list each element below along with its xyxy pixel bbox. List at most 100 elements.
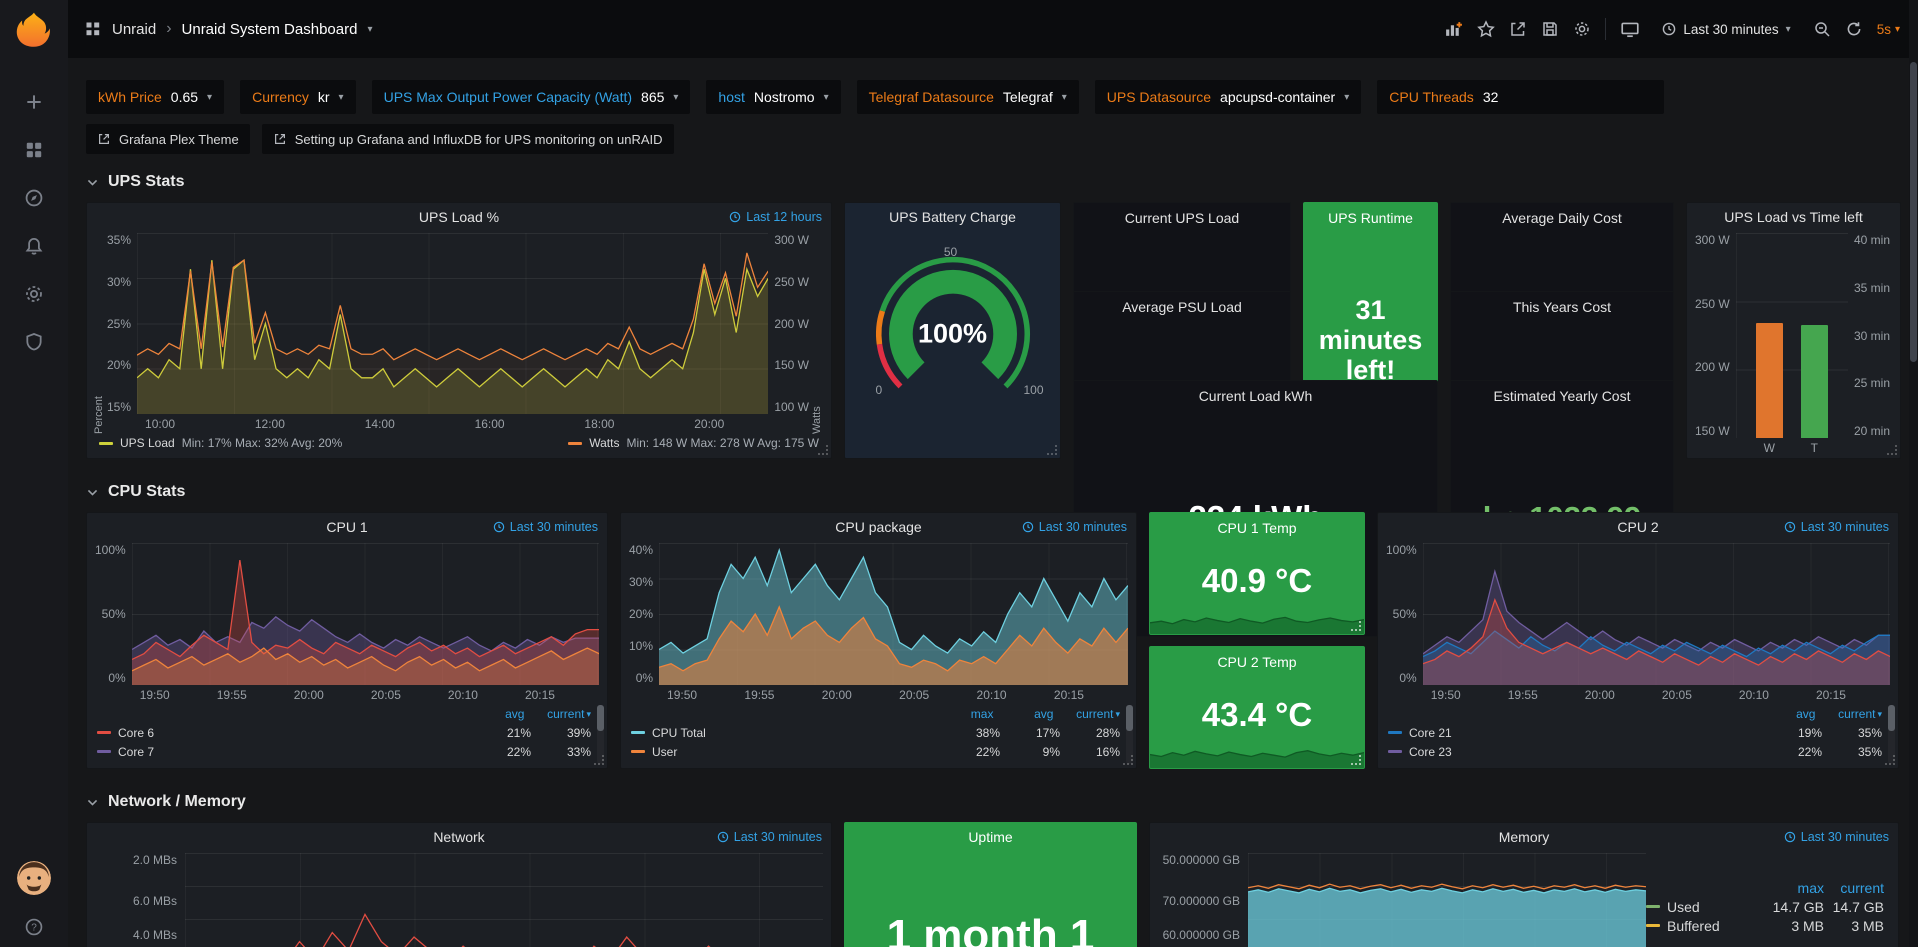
sidebar-configuration-button[interactable] (24, 284, 44, 304)
sidebar-alerting-button[interactable] (24, 236, 44, 256)
zoom-out-button[interactable] (1813, 20, 1831, 38)
template-variable[interactable]: host Nostromo ▾ (706, 80, 840, 114)
series-name[interactable]: Core 6 (97, 726, 471, 740)
refresh-interval-picker[interactable]: 5s ▾ (1877, 22, 1900, 37)
tv-mode-button[interactable] (1620, 19, 1640, 39)
legend-column-header[interactable]: max (1764, 880, 1824, 896)
cpu2-chart[interactable] (1423, 543, 1890, 685)
legend-column-header[interactable]: avg (993, 707, 1053, 721)
series-name[interactable]: Core 23 (1388, 745, 1762, 759)
template-variable[interactable]: UPS Max Output Power Capacity (Watt) 865… (372, 80, 691, 114)
dashboard-link-label: Setting up Grafana and InfluxDB for UPS … (295, 132, 663, 147)
apps-grid-icon[interactable] (84, 20, 102, 38)
row-header-ups-stats[interactable]: UPS Stats (86, 162, 1902, 202)
time-override-badge: Last 30 minutes (717, 830, 822, 844)
legend-column-header[interactable]: current (1824, 880, 1884, 896)
y-axis-tick: 40 min (1854, 233, 1890, 247)
series-name[interactable]: Core 21 (1388, 726, 1762, 740)
save-button[interactable] (1541, 20, 1559, 38)
memory-chart[interactable] (1248, 853, 1646, 947)
panel-title[interactable]: Average PSU Load (1074, 299, 1290, 315)
dashboard-link[interactable]: Grafana Plex Theme (86, 124, 250, 154)
legend-column-header[interactable]: current (1053, 707, 1113, 721)
panel-title[interactable]: Average Daily Cost (1451, 210, 1673, 226)
legend-column-header[interactable]: current (1815, 707, 1875, 721)
panel-title[interactable]: Current UPS Load (1074, 210, 1290, 226)
series-name[interactable]: User (631, 745, 940, 759)
panel-title[interactable]: Network (433, 829, 484, 845)
bar[interactable] (1756, 323, 1783, 438)
panel-title[interactable]: UPS Load vs Time left (1724, 209, 1863, 225)
refresh-button[interactable] (1845, 20, 1863, 38)
sidebar-admin-button[interactable] (24, 332, 44, 352)
panel-title[interactable]: UPS Battery Charge (889, 209, 1016, 225)
legend-column-header[interactable]: current (524, 707, 584, 721)
bar[interactable] (1801, 325, 1828, 438)
y-axis-tick: 300 W (774, 233, 809, 247)
network-chart[interactable] (185, 853, 823, 947)
panel-title[interactable]: CPU 1 (326, 519, 367, 535)
variable-value[interactable]: 0.65 (171, 89, 198, 105)
panel-title[interactable]: CPU 2 (1617, 519, 1658, 535)
top-navbar: Unraid › Unraid System Dashboard ▾ (68, 0, 1918, 58)
ups-stats-row: UPS Load % Last 12 hours Percent 35%30%2… (86, 202, 1902, 459)
legend-column-header[interactable]: avg (464, 707, 524, 721)
series-name[interactable]: Buffered (1646, 918, 1764, 934)
panel-title[interactable]: UPS Load % (419, 209, 499, 225)
dashboard-settings-button[interactable] (1573, 20, 1591, 38)
template-variable[interactable]: CPU Threads 32 (1377, 80, 1664, 114)
variable-value[interactable]: apcupsd-container (1220, 89, 1335, 105)
graph-legend-table: avgcurrent▾ Core 6 21% 39% (87, 705, 607, 768)
variable-value[interactable]: 865 (641, 89, 664, 105)
panel-title[interactable]: Estimated Yearly Cost (1451, 388, 1673, 404)
variable-value[interactable]: Telegraf (1003, 89, 1053, 105)
template-variable[interactable]: kWh Price 0.65 ▾ (86, 80, 224, 114)
ups-load-chart[interactable] (137, 233, 768, 414)
template-variable[interactable]: Telegraf Datasource Telegraf ▾ (857, 80, 1079, 114)
time-range-picker[interactable]: Last 30 minutes ▾ (1654, 16, 1798, 43)
panel-title[interactable]: This Years Cost (1451, 299, 1673, 315)
variable-value[interactable]: 32 (1483, 89, 1643, 105)
panel-title[interactable]: CPU package (835, 519, 921, 535)
sidebar-help-button[interactable]: ? (24, 917, 44, 937)
legend-scrollbar[interactable] (1888, 705, 1895, 764)
legend-item[interactable]: Watts Min: 148 W Max: 278 W Avg: 175 W (568, 436, 819, 450)
legend-scrollbar[interactable] (597, 705, 604, 764)
sidebar-create-button[interactable] (24, 92, 44, 112)
dashboard-title[interactable]: Unraid System Dashboard (182, 21, 358, 38)
scrollbar-thumb[interactable] (1910, 62, 1917, 362)
chevron-down-icon[interactable]: ▾ (367, 24, 372, 35)
star-button[interactable] (1477, 20, 1495, 38)
dashboard-link[interactable]: Setting up Grafana and InfluxDB for UPS … (262, 124, 674, 154)
series-name[interactable]: Used (1646, 899, 1764, 915)
legend-item[interactable]: UPS Load Min: 17% Max: 32% Avg: 20% (99, 436, 342, 450)
legend-current-value: 35% (1822, 726, 1882, 740)
variable-value[interactable]: Nostromo (754, 89, 815, 105)
panel-title[interactable]: Current Load kWh (1074, 388, 1437, 404)
panel-title[interactable]: Uptime (968, 829, 1012, 845)
cpu-package-chart[interactable] (659, 543, 1128, 685)
page-scrollbar[interactable] (1909, 0, 1918, 947)
grafana-logo[interactable] (13, 10, 55, 52)
template-variable[interactable]: UPS Datasource apcupsd-container ▾ (1095, 80, 1362, 114)
panel-title[interactable]: Memory (1499, 829, 1550, 845)
row-header-network-memory[interactable]: Network / Memory (86, 782, 1902, 822)
series-name[interactable]: CPU Total (631, 726, 940, 740)
template-variable[interactable]: Currency kr ▾ (240, 80, 356, 114)
cpu1-chart[interactable] (132, 543, 599, 685)
legend-scrollbar[interactable] (1126, 705, 1133, 764)
panel-title[interactable]: UPS Runtime (1304, 210, 1437, 226)
add-panel-button[interactable] (1444, 20, 1463, 39)
variable-value[interactable]: kr (318, 89, 330, 105)
ups-vs-time-chart[interactable] (1736, 233, 1848, 438)
share-button[interactable] (1509, 20, 1527, 38)
legend-column-header[interactable]: max (933, 707, 993, 721)
sidebar-explore-button[interactable] (24, 188, 44, 208)
series-name[interactable]: Core 7 (97, 745, 471, 759)
legend-column-header[interactable]: avg (1755, 707, 1815, 721)
user-avatar[interactable] (17, 861, 51, 895)
breadcrumb-app[interactable]: Unraid (112, 21, 156, 38)
x-axis-tick: 20:05 (371, 688, 401, 705)
sidebar-dashboards-button[interactable] (24, 140, 44, 160)
y-axis-tick: 35 min (1854, 281, 1890, 295)
